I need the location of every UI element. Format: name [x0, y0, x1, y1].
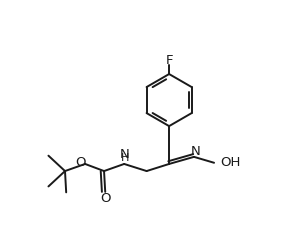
Text: N: N: [191, 145, 201, 158]
Text: H: H: [120, 153, 129, 163]
Text: O: O: [100, 193, 111, 205]
Text: OH: OH: [220, 156, 240, 169]
Text: O: O: [76, 156, 86, 169]
Text: N: N: [119, 149, 129, 161]
Text: F: F: [165, 54, 173, 67]
